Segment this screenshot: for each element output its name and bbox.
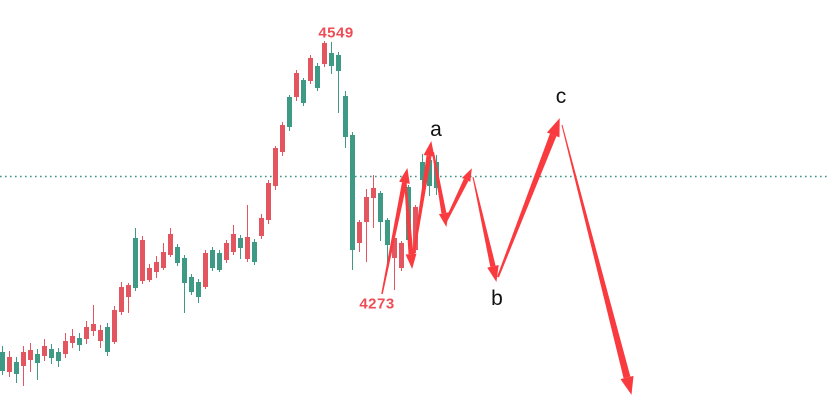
candle xyxy=(315,63,320,91)
candle xyxy=(224,240,229,263)
price-label-low: 4273 xyxy=(359,295,395,313)
candle xyxy=(329,42,334,74)
candle xyxy=(266,180,271,224)
trend-arrow[interactable] xyxy=(432,151,449,227)
candle xyxy=(280,122,285,156)
candle xyxy=(343,91,348,148)
candle xyxy=(245,205,250,262)
candle xyxy=(217,250,222,272)
candle xyxy=(336,52,341,113)
candle xyxy=(35,349,40,380)
candle xyxy=(0,346,5,375)
candles-layer xyxy=(0,41,439,386)
trend-arrow[interactable] xyxy=(497,118,560,278)
candle xyxy=(84,321,89,344)
trend-arrow[interactable] xyxy=(381,168,410,295)
candle xyxy=(175,244,180,266)
candle xyxy=(392,236,397,290)
candle xyxy=(91,305,96,336)
candle xyxy=(196,279,201,303)
candle xyxy=(14,357,19,383)
candle xyxy=(119,282,124,315)
trend-arrow[interactable] xyxy=(412,141,435,259)
candle xyxy=(147,264,152,282)
candle xyxy=(105,323,110,356)
candle xyxy=(378,191,383,241)
candle xyxy=(42,339,47,361)
candle xyxy=(7,351,12,377)
candle xyxy=(259,214,264,239)
candle xyxy=(49,344,54,364)
trend-arrow[interactable] xyxy=(444,168,472,222)
candle xyxy=(273,146,278,190)
candle xyxy=(21,346,26,386)
candle xyxy=(203,250,208,289)
candle xyxy=(112,306,117,344)
candle xyxy=(350,132,355,270)
arrows-layer xyxy=(381,118,634,395)
trend-arrow[interactable] xyxy=(472,176,499,282)
candle xyxy=(161,243,166,270)
candle xyxy=(182,255,187,313)
wave-label-a[interactable]: a xyxy=(430,118,442,141)
wave-label-c[interactable]: c xyxy=(555,85,567,108)
candle xyxy=(364,189,369,262)
wave-label-b[interactable]: b xyxy=(491,287,503,310)
candle xyxy=(168,228,173,257)
candle xyxy=(154,256,159,278)
candle xyxy=(420,154,425,187)
candle xyxy=(371,175,376,228)
trend-arrow[interactable] xyxy=(561,124,634,395)
candle xyxy=(63,333,68,358)
candle xyxy=(399,241,404,271)
candle xyxy=(98,325,103,348)
candle xyxy=(56,348,61,367)
candle xyxy=(322,41,327,67)
candle xyxy=(126,283,131,313)
candle xyxy=(189,274,194,295)
candle xyxy=(77,333,82,351)
candle xyxy=(357,220,362,252)
candle xyxy=(308,55,313,84)
candle xyxy=(287,95,292,131)
candle xyxy=(252,239,257,265)
candle xyxy=(238,235,243,259)
candle xyxy=(140,236,145,284)
candle xyxy=(70,329,75,348)
candle xyxy=(28,343,33,372)
candle xyxy=(385,218,390,268)
candle xyxy=(133,228,138,291)
candle xyxy=(294,70,299,101)
candle xyxy=(210,247,215,271)
candle xyxy=(231,225,236,255)
price-label-high: 4549 xyxy=(318,24,354,42)
candle xyxy=(301,78,306,106)
